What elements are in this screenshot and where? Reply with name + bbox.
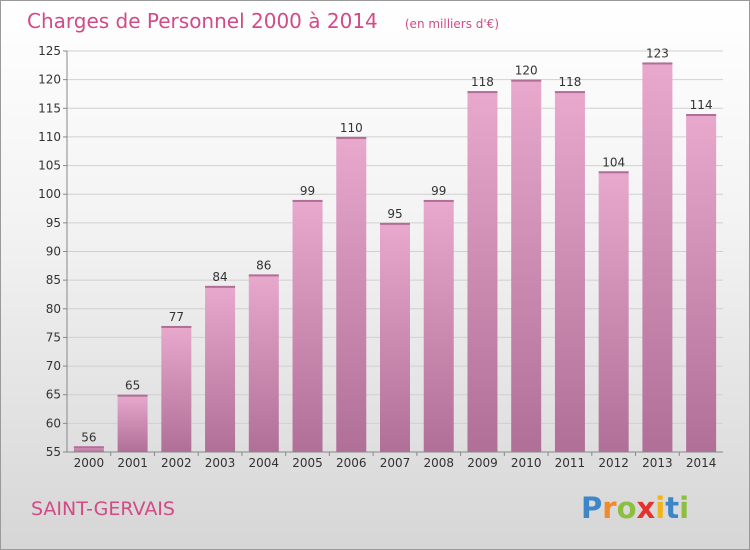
- value-label: 99: [431, 184, 446, 198]
- bar-2004: [248, 274, 279, 452]
- bar-2001: [117, 394, 148, 452]
- value-label: 104: [602, 155, 625, 169]
- bar-top-edge: [642, 62, 673, 65]
- value-label: 120: [515, 64, 538, 78]
- y-tick-label: 90: [46, 245, 61, 259]
- y-tick-label: 85: [46, 273, 61, 287]
- y-tick-label: 105: [38, 159, 61, 173]
- bar-top-edge: [511, 79, 542, 82]
- x-tick-label: 2009: [467, 456, 498, 470]
- bar-2006: [336, 136, 367, 452]
- value-label: 56: [81, 430, 96, 444]
- bar-top-edge: [73, 446, 104, 449]
- bar-2013: [642, 62, 673, 452]
- y-tick-label: 110: [38, 130, 61, 144]
- bar-2003: [205, 285, 236, 452]
- logo-letter: P: [581, 491, 602, 525]
- bar-2002: [161, 325, 192, 452]
- logo-letter: i: [679, 491, 689, 525]
- bar-top-edge: [336, 136, 367, 139]
- bar-top-edge: [423, 199, 454, 202]
- bar-top-edge: [292, 199, 323, 202]
- proxiti-logo: Proxiti: [581, 491, 689, 525]
- bar-2005: [292, 199, 323, 452]
- bar-top-edge: [686, 114, 717, 117]
- y-tick-label: 65: [46, 388, 61, 402]
- x-tick-label: 2007: [380, 456, 411, 470]
- value-label: 99: [300, 184, 315, 198]
- bar-top-edge: [380, 222, 410, 225]
- bar-top-edge: [467, 91, 498, 94]
- bar-2010: [511, 79, 542, 453]
- x-tick-label: 2000: [74, 456, 105, 470]
- logo-letter: t: [665, 491, 679, 525]
- value-label: 95: [387, 207, 402, 221]
- x-tick-label: 2006: [336, 456, 367, 470]
- y-tick-label: 115: [38, 101, 61, 115]
- x-tick-label: 2005: [292, 456, 323, 470]
- x-tick-label: 2014: [686, 456, 717, 470]
- value-label: 86: [256, 258, 271, 272]
- bar-2012: [598, 171, 629, 453]
- bar-2007: [380, 222, 410, 452]
- value-label: 123: [646, 46, 669, 60]
- x-tick-label: 2003: [205, 456, 236, 470]
- value-label: 77: [169, 310, 184, 324]
- value-label: 65: [125, 379, 140, 393]
- value-label: 118: [558, 75, 581, 89]
- x-tick-label: 2013: [642, 456, 673, 470]
- chart-title-group: Charges de Personnel 2000 à 2014 (en mil…: [27, 9, 499, 33]
- y-axis-ticks: 55 60 65 70 75 80 85 90 95 100 105 110 115 120 125: [38, 44, 67, 459]
- bar-2011: [554, 91, 585, 452]
- x-tick-label: 2001: [117, 456, 148, 470]
- bar-top-edge: [117, 394, 148, 397]
- x-tick-label: 2004: [249, 456, 280, 470]
- bar-top-edge: [248, 274, 279, 277]
- bar-2000: [73, 446, 104, 452]
- value-label: 114: [690, 98, 713, 112]
- y-tick-label: 125: [38, 44, 61, 58]
- commune-name: SAINT-GERVAIS: [31, 498, 175, 520]
- y-tick-label: 100: [38, 187, 61, 201]
- logo-letter: x: [637, 491, 656, 525]
- y-tick-label: 80: [46, 302, 61, 316]
- x-tick-label: 2008: [423, 456, 454, 470]
- y-tick-label: 55: [46, 445, 61, 459]
- y-tick-label: 120: [38, 73, 61, 87]
- value-label: 110: [340, 121, 363, 135]
- y-tick-label: 95: [46, 216, 61, 230]
- x-tick-label: 2012: [598, 456, 629, 470]
- bar-top-edge: [554, 91, 585, 94]
- logo-letter: o: [617, 491, 637, 525]
- bars: [73, 62, 717, 453]
- chart-subtitle: (en milliers d'€): [405, 17, 499, 31]
- chart-title: Charges de Personnel 2000 à 2014: [27, 9, 378, 33]
- value-label: 84: [212, 270, 227, 284]
- logo-letter: i: [655, 491, 665, 525]
- bar-top-edge: [161, 325, 192, 328]
- y-tick-label: 75: [46, 330, 61, 344]
- bar-top-edge: [205, 285, 236, 288]
- value-labels: 56 65 77 84 86 99 110 95 99 118 120 118 104 123 114: [81, 46, 712, 444]
- x-tick-label: 2011: [555, 456, 586, 470]
- bar-2008: [423, 199, 454, 452]
- x-tick-label: 2002: [161, 456, 192, 470]
- bar-2014: [686, 114, 717, 452]
- logo-letter: r: [602, 491, 617, 525]
- y-tick-label: 60: [46, 416, 61, 430]
- x-axis-ticks: 2000 2001 2002 2003 2004 2005 2006 2007 2008 2009…: [74, 452, 717, 470]
- value-label: 118: [471, 75, 494, 89]
- bar-top-edge: [598, 171, 629, 174]
- y-tick-label: 70: [46, 359, 61, 373]
- x-tick-label: 2010: [511, 456, 542, 470]
- bar-2009: [467, 91, 498, 452]
